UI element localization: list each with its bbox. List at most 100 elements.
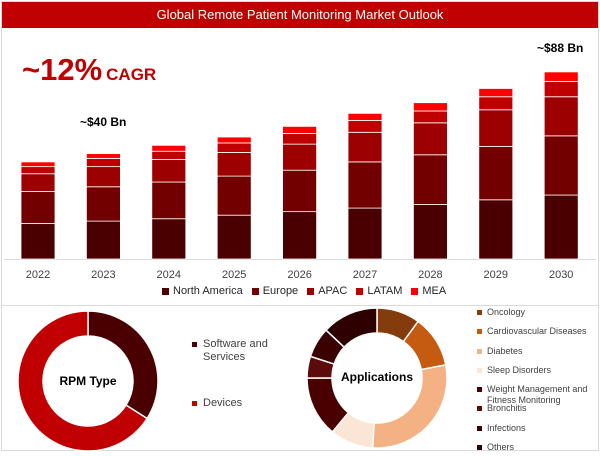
legend-label: Bronchitis — [487, 403, 527, 413]
legend-swatch — [477, 368, 482, 373]
bar-segment-latam-2025 — [216, 142, 252, 153]
rpm-legend-item-software: Software and Services — [192, 338, 283, 364]
legend-swatch — [477, 387, 482, 392]
bar-segment-apac-2030 — [543, 96, 579, 137]
bar-segment-mea-2028 — [412, 102, 448, 112]
legend-swatch — [411, 287, 419, 295]
rpm-type-donut — [17, 310, 159, 452]
applications-donut-title: Applications — [340, 370, 413, 384]
bar-segment-apac-2023 — [86, 166, 121, 188]
legend-label: Infections — [487, 423, 526, 433]
bar-segment-mea-2025 — [216, 136, 252, 144]
cagr-value: ~12% — [22, 52, 103, 87]
x-tick-label: 2026 — [287, 269, 311, 281]
bar-segment-europe-2030 — [543, 135, 579, 196]
bar-segment-europe-2024 — [151, 181, 187, 220]
legend-swatch — [162, 287, 169, 295]
legend-swatch — [251, 287, 259, 295]
rpm-donut-title: RPM Type — [59, 374, 117, 388]
page-title: Global Remote Patient Monitoring Market … — [2, 2, 598, 28]
legend-swatch — [307, 287, 315, 295]
annotation-2030: ~$88 Bn — [537, 41, 584, 55]
bar-segment-latam-2027 — [347, 120, 383, 133]
legend-label: Oncology — [487, 307, 526, 317]
legend-swatch — [477, 426, 482, 431]
legend-label: Others — [487, 442, 515, 452]
bar-segment-north-america-2030 — [543, 194, 579, 260]
bar-legend: North America Europe APAC LATAM MEA — [162, 285, 446, 297]
x-tick-label: 2023 — [91, 269, 115, 281]
legend-label: MEA — [422, 285, 447, 297]
legend-label: Diabetes — [487, 346, 523, 356]
legend-label: APAC — [318, 285, 348, 297]
x-tick-label: 2025 — [222, 269, 246, 281]
bar-segment-mea-2023 — [86, 153, 121, 159]
slice-others — [324, 307, 378, 349]
bar-segment-mea-2027 — [347, 112, 383, 121]
legend-label: LATAM — [367, 285, 403, 297]
legend-label: Europe — [262, 285, 299, 297]
bar-segment-north-america-2027 — [347, 207, 383, 260]
slice-devices — [17, 310, 149, 452]
bar-segment-latam-2024 — [151, 150, 187, 160]
x-tick-label: 2022 — [26, 269, 50, 281]
cagr-callout: ~12% CAGR — [22, 52, 156, 88]
market-bar-chart: 2022 2023 2024 2025 2026 2027 2028 2029 2030 — [4, 71, 596, 281]
slice-software-and-services — [87, 310, 159, 420]
app-legend-item-others: Others — [477, 442, 599, 453]
bar-segment-north-america-2028 — [412, 204, 448, 260]
app-legend-item-infections: Infections — [477, 423, 599, 434]
bar-segment-north-america-2026 — [282, 211, 318, 260]
bar-segment-mea-2022 — [20, 161, 56, 168]
legend-label: Weight Management and Fitness Monitoring — [487, 384, 588, 405]
legend-swatch — [477, 329, 482, 334]
app-legend-item-cardiovascular-diseases: Cardiovascular Diseases — [477, 326, 599, 337]
x-tick-label: 2030 — [549, 269, 573, 281]
bar-segment-latam-2030 — [543, 80, 579, 98]
bar-segment-mea-2029 — [478, 88, 514, 98]
legend-item-latam: LATAM — [356, 285, 402, 297]
bar-segment-north-america-2029 — [478, 199, 514, 260]
bar-segment-apac-2027 — [347, 131, 383, 163]
annotation-2023: ~$40 Bn — [80, 115, 127, 129]
bar-segment-europe-2023 — [86, 186, 121, 222]
rpm-legend-label: Software and Services — [203, 338, 268, 363]
legend-swatch — [192, 342, 197, 347]
bar-segment-mea-2030 — [543, 71, 579, 82]
app-legend-item-sleep-disorders: Sleep Disorders — [477, 365, 599, 376]
legend-swatch — [477, 445, 482, 450]
legend-swatch — [477, 310, 482, 315]
bar-segment-apac-2025 — [216, 152, 252, 177]
bar-segment-latam-2022 — [20, 166, 56, 175]
legend-swatch — [356, 287, 364, 295]
bar-segment-latam-2029 — [478, 96, 514, 111]
bar-segment-mea-2026 — [282, 125, 318, 134]
bar-segment-europe-2026 — [282, 169, 318, 213]
bar-segment-europe-2029 — [478, 146, 514, 201]
legend-swatch — [477, 349, 482, 354]
legend-swatch — [477, 406, 482, 411]
bar-segment-europe-2025 — [216, 175, 252, 216]
app-legend-item-weight-management-and-fitness-monitoring: Weight Management and Fitness Monitoring — [477, 384, 599, 406]
bar-segment-apac-2026 — [282, 143, 318, 171]
bar-segment-apac-2022 — [20, 173, 56, 192]
bar-segment-europe-2028 — [412, 154, 448, 205]
bar-segment-north-america-2025 — [216, 214, 252, 260]
bar-segment-north-america-2024 — [151, 218, 187, 260]
x-tick-label: 2029 — [484, 269, 508, 281]
bar-segment-latam-2028 — [412, 110, 448, 124]
legend-item-europe: Europe — [251, 285, 299, 297]
rpm-legend-label: Devices — [203, 397, 243, 409]
x-tick-label: 2027 — [353, 269, 377, 281]
cagr-label: CAGR — [106, 65, 157, 84]
legend-label: Sleep Disorders — [487, 365, 552, 375]
bar-segment-apac-2029 — [478, 109, 514, 147]
legend-swatch — [192, 401, 197, 406]
legend-item-north-america: North America — [162, 285, 243, 297]
app-legend-item-diabetes: Diabetes — [477, 346, 599, 357]
x-tick-label: 2024 — [157, 269, 181, 281]
legend-label: Cardiovascular Diseases — [487, 326, 587, 336]
bar-segment-north-america-2022 — [20, 223, 56, 260]
legend-label: North America — [173, 285, 243, 297]
